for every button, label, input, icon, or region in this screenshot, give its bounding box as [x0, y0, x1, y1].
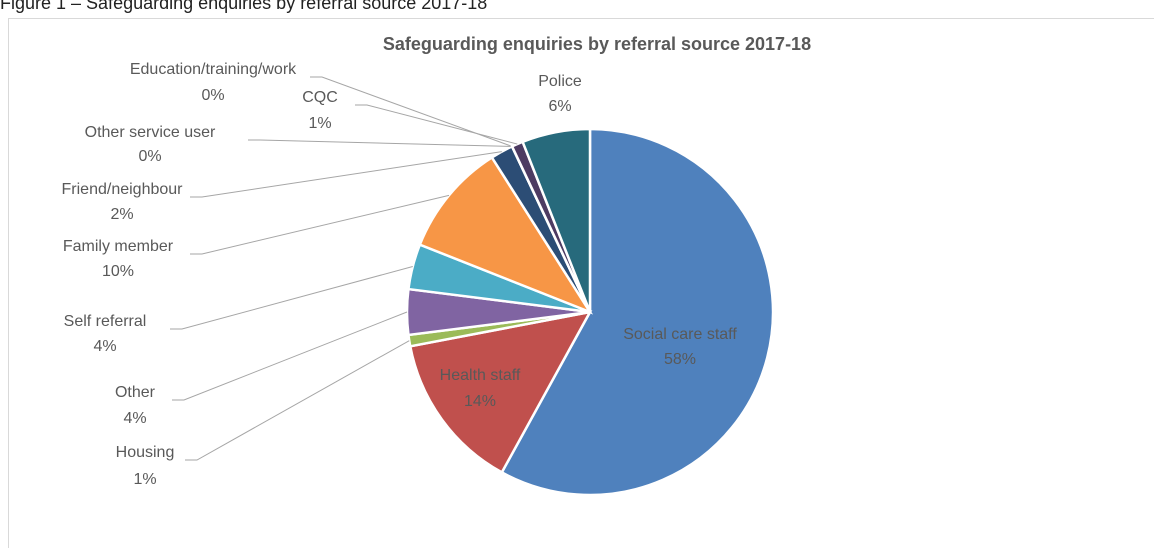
- slice-value-label: 6%: [548, 98, 571, 115]
- leader-line: [190, 195, 449, 254]
- slice-label: Family member: [63, 238, 174, 255]
- caption: Figure 1 – Safeguarding enquiries by ref…: [0, 0, 487, 13]
- slice-label: Social care staff: [623, 326, 737, 343]
- slice-value-label: 10%: [102, 263, 134, 280]
- slice-label: Health staff: [440, 367, 521, 384]
- slice-label: Self referral: [64, 313, 147, 330]
- slice-value-label: 0%: [201, 87, 224, 104]
- slice-value-label: 2%: [110, 206, 133, 223]
- slice-label: Other service user: [85, 124, 216, 141]
- slice-label: Other: [115, 384, 156, 401]
- slice-value-label: 58%: [664, 351, 696, 368]
- slice-value-label: 4%: [123, 410, 146, 427]
- slice-value-label: 1%: [133, 471, 156, 488]
- leader-line: [355, 105, 517, 144]
- chart-title: Safeguarding enquiries by referral sourc…: [383, 34, 811, 54]
- slice-value-label: 1%: [308, 115, 331, 132]
- leader-line: [248, 140, 512, 146]
- slice-value-label: 0%: [138, 148, 161, 165]
- leader-line: [185, 341, 409, 460]
- leader-line: [172, 312, 407, 400]
- slice-value-label: 14%: [464, 393, 496, 410]
- leader-line: [170, 266, 413, 329]
- slice-value-label: 4%: [93, 338, 116, 355]
- slice-label: CQC: [302, 89, 338, 106]
- slice-label: Education/training/work: [130, 61, 297, 78]
- slice-label: Friend/neighbour: [62, 181, 184, 198]
- leader-line: [310, 77, 512, 146]
- slice-label: Police: [538, 73, 582, 90]
- slice-label: Housing: [116, 444, 175, 461]
